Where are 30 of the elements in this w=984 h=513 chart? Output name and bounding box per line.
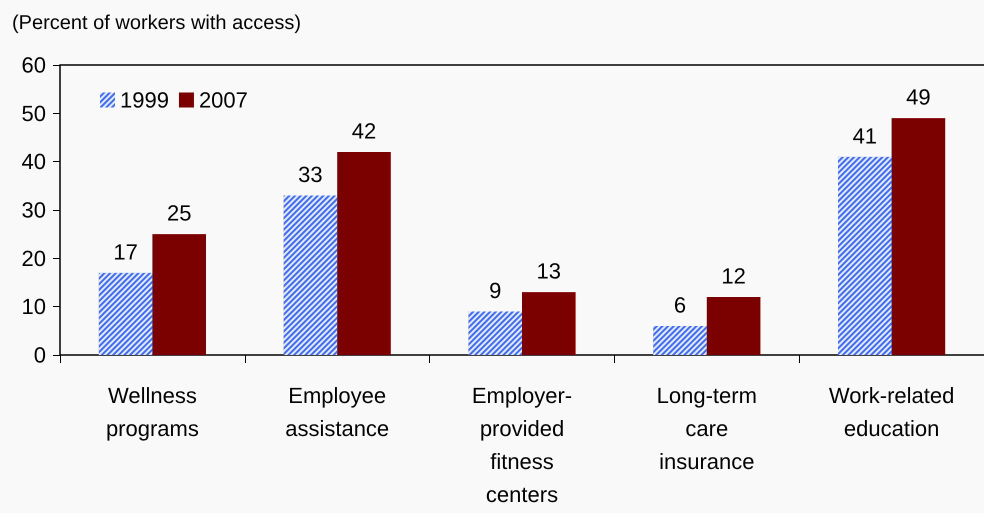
data-label: 41 bbox=[852, 123, 878, 148]
y-tick-label: 10 bbox=[22, 294, 46, 320]
x-tick-label: Wellness programs bbox=[106, 383, 199, 441]
y-tick-label: 0 bbox=[34, 342, 46, 368]
x-tick-label: Employee assistance bbox=[285, 383, 390, 441]
bar bbox=[152, 234, 206, 355]
bar bbox=[892, 118, 946, 355]
legend-label: 1999 bbox=[120, 88, 169, 112]
bar bbox=[706, 297, 760, 355]
x-tick-label: Long-term care insurance bbox=[656, 383, 757, 474]
y-tick-label: 40 bbox=[22, 149, 46, 174]
data-label: 33 bbox=[298, 162, 323, 187]
data-label: 49 bbox=[906, 84, 931, 110]
bar bbox=[337, 152, 391, 355]
y-tick-label: 60 bbox=[22, 52, 46, 78]
data-label: 42 bbox=[352, 118, 376, 144]
legend-label: 2007 bbox=[198, 88, 248, 112]
x-tick-label: Work-related education bbox=[828, 383, 954, 441]
data-label: 13 bbox=[536, 258, 562, 284]
y-tick-label: 50 bbox=[22, 100, 46, 126]
data-label: 12 bbox=[721, 264, 746, 288]
data-label: 9 bbox=[489, 278, 502, 303]
data-label: 25 bbox=[166, 200, 192, 226]
data-label: 17 bbox=[113, 239, 138, 264]
y-tick-label: 20 bbox=[22, 246, 46, 271]
y-axis-title: (Percent of workers with access) bbox=[12, 12, 301, 34]
data-label: 6 bbox=[674, 292, 686, 318]
bar bbox=[522, 292, 576, 355]
x-tick-label: Employer-provided fitness centers bbox=[472, 383, 572, 507]
y-tick-label: 30 bbox=[22, 198, 46, 222]
